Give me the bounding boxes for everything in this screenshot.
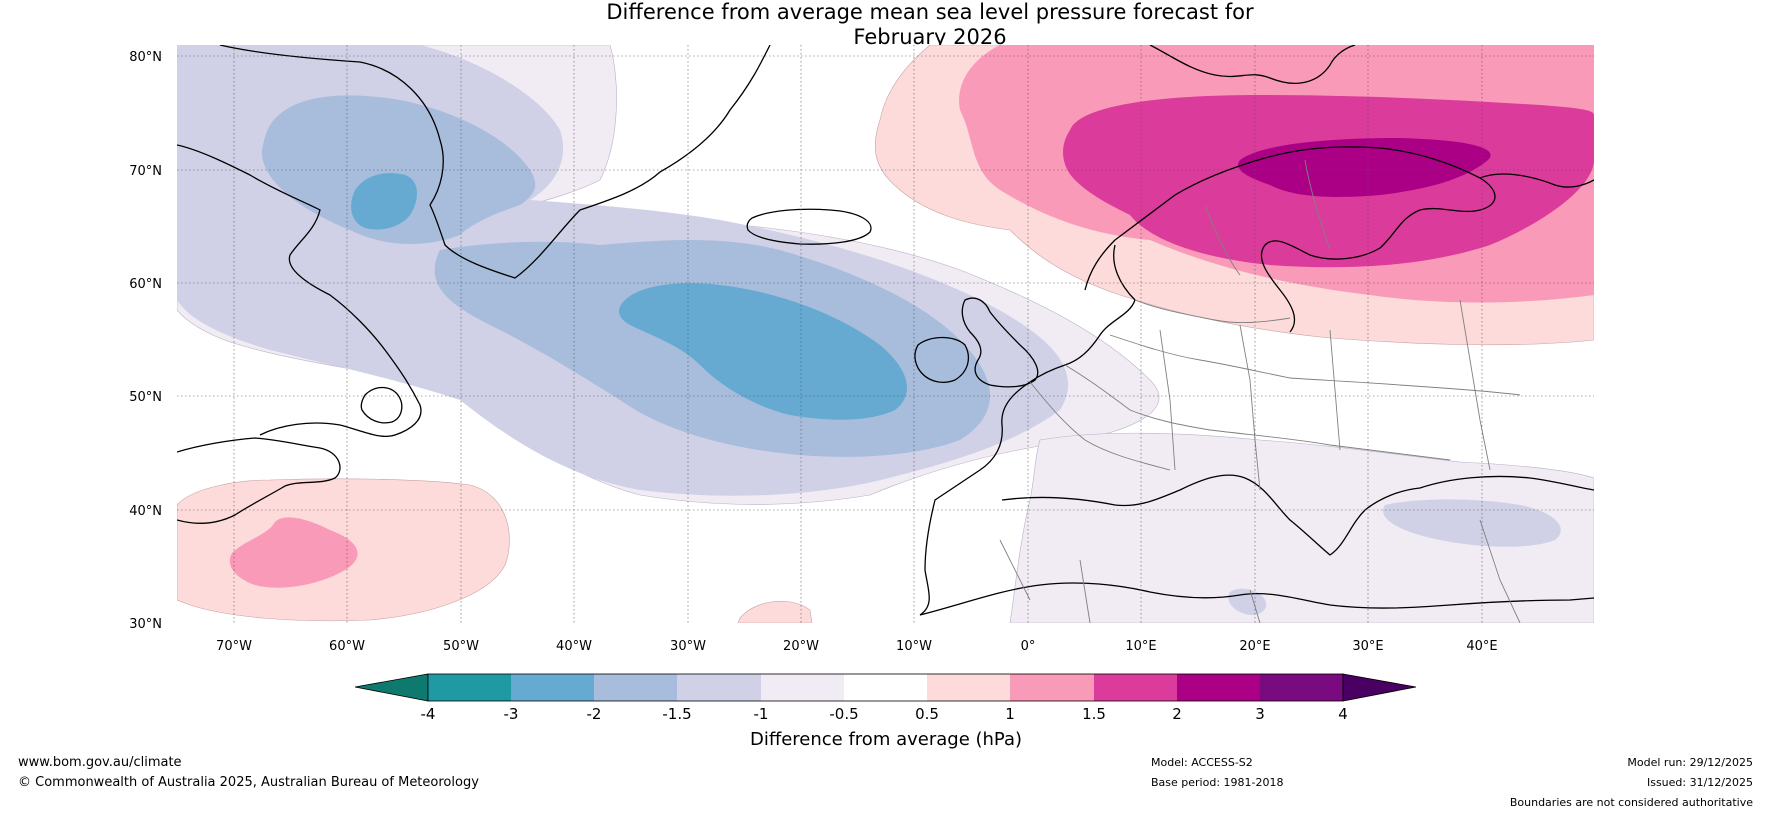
- footer-copyright: © Commonwealth of Australia 2025, Austra…: [18, 775, 479, 790]
- coast-europe-west: [919, 244, 1136, 616]
- coast-greenland: [219, 45, 771, 279]
- coast-baffin-labrador: [177, 144, 422, 437]
- footer-disclaimer: Boundaries are not considered authoritat…: [1509, 796, 1753, 809]
- border-12: [1079, 559, 1091, 623]
- border-5: [1159, 329, 1176, 471]
- colorbar: -4 -3 -2 -1.5 -1 -0.5 0.5 1 1.5 2 3 4 Di…: [354, 673, 1417, 750]
- lon-label-10w: 10°W: [896, 639, 932, 654]
- coast-mediterranean-north: [1001, 474, 1421, 556]
- border-9: [1209, 429, 1451, 461]
- contour-pos-0.5-patch: [737, 600, 813, 623]
- colorbar-seg-3: [594, 674, 677, 701]
- lon-label-60w: 60°W: [329, 639, 365, 654]
- border-4: [1029, 381, 1171, 471]
- lat-label-70: 70°N: [129, 164, 162, 179]
- colorbar-seg-10: [1177, 674, 1260, 701]
- gridlines: [177, 45, 1594, 623]
- country-borders: [999, 159, 1521, 623]
- border-7: [1329, 329, 1341, 451]
- anomaly-field: [177, 45, 1594, 623]
- colorbar-tick-5: -1: [754, 705, 769, 723]
- footer-issued: Issued: 31/12/2025: [1646, 776, 1753, 789]
- colorbar-tick-7: 0.5: [915, 705, 939, 723]
- lon-label-40e: 40°E: [1466, 639, 1497, 654]
- colorbar-extend-low: [354, 673, 429, 702]
- coastlines: [177, 45, 1594, 616]
- coast-scandinavia: [1084, 146, 1496, 333]
- lon-label-20w: 20°W: [783, 639, 819, 654]
- contour-neg-1.5: [261, 95, 536, 245]
- contour-neg-2: [351, 173, 417, 230]
- lat-label-60: 60°N: [129, 277, 162, 292]
- lon-label-70w: 70°W: [216, 639, 252, 654]
- colorbar-extend-high: [1342, 673, 1417, 702]
- title-line-1: Difference from average mean sea level p…: [606, 0, 1254, 24]
- coast-turkey: [1419, 475, 1594, 491]
- footer-website: www.bom.gov.au/climate: [18, 755, 182, 770]
- lat-label-80: 80°N: [129, 50, 162, 65]
- colorbar-tick-3: -2: [587, 705, 602, 723]
- coast-north-africa: [919, 582, 1594, 616]
- coast-arctic-islands: [1149, 45, 1356, 84]
- border-6: [1239, 324, 1261, 491]
- coast-great-britain: [961, 297, 1039, 388]
- contour-neg-1-east: [1383, 499, 1561, 547]
- lon-label-50w: 50°W: [443, 639, 479, 654]
- border-14: [1479, 519, 1521, 623]
- contour-neg-2-atlantic: [618, 283, 907, 420]
- coast-newfoundland: [360, 386, 403, 424]
- colorbar-seg-8: [1010, 674, 1094, 701]
- colorbar-seg-5: [761, 674, 844, 701]
- border-8: [1289, 377, 1521, 396]
- coast-north-america: [177, 437, 341, 524]
- colorbar-tick-12: 4: [1338, 705, 1348, 723]
- colorbar-seg-7: [927, 674, 1010, 701]
- lon-label-30e: 30°E: [1352, 639, 1383, 654]
- lon-label-20e: 20°E: [1239, 639, 1270, 654]
- footer-base-period: Base period: 1981-2018: [1151, 776, 1284, 789]
- colorbar-title: Difference from average (hPa): [750, 729, 1022, 750]
- lon-label-30w: 30°W: [670, 639, 706, 654]
- colorbar-tick-10: 2: [1172, 705, 1182, 723]
- colorbar-seg-11: [1260, 674, 1343, 701]
- colorbar-frame: [427, 673, 1344, 702]
- colorbar-tick-2: -3: [504, 705, 519, 723]
- border-1: [1134, 299, 1291, 324]
- colorbar-tick-6: -0.5: [829, 705, 858, 723]
- colorbar-seg-6: [844, 674, 927, 701]
- colorbar-tick-9: 1.5: [1082, 705, 1106, 723]
- lon-label-10e: 10°E: [1125, 639, 1156, 654]
- coast-ireland: [914, 336, 969, 383]
- lon-label-0: 0°: [1021, 639, 1036, 654]
- contour-pos-1-south: [229, 517, 358, 588]
- footer-model-run: Model run: 29/12/2025: [1627, 756, 1753, 769]
- colorbar-seg-2: [511, 674, 594, 701]
- lat-axis: 80°N 70°N 60°N 50°N 40°N 30°N: [129, 50, 162, 632]
- border-3: [1064, 364, 1211, 431]
- border-16: [1304, 159, 1331, 251]
- border-15: [1204, 204, 1241, 276]
- chart-title: Difference from average mean sea level p…: [0, 0, 1770, 50]
- colorbar-seg-4: [677, 674, 761, 701]
- coast-iceland: [746, 208, 872, 245]
- coast-russia-north: [1479, 173, 1594, 188]
- lat-label-50: 50°N: [129, 390, 162, 405]
- colorbar-tick-1: -4: [421, 705, 436, 723]
- border-2: [1109, 334, 1291, 379]
- border-10: [1459, 299, 1491, 471]
- colorbar-ticks: -4 -3 -2 -1.5 -1 -0.5 0.5 1 1.5 2 3 4: [421, 705, 1348, 723]
- colorbar-tick-4: -1.5: [662, 705, 691, 723]
- lat-label-30: 30°N: [129, 617, 162, 632]
- lat-label-40: 40°N: [129, 504, 162, 519]
- colorbar-seg-1: [428, 674, 511, 701]
- border-11: [999, 539, 1031, 601]
- lon-label-40w: 40°W: [556, 639, 592, 654]
- lon-axis: 70°W 60°W 50°W 40°W 30°W 20°W 10°W 0° 10…: [216, 639, 1498, 654]
- contour-pos-2: [1238, 138, 1491, 197]
- colorbar-seg-9: [1094, 674, 1177, 701]
- colorbar-tick-8: 1: [1005, 705, 1015, 723]
- colorbar-tick-11: 3: [1255, 705, 1265, 723]
- footer-model: Model: ACCESS-S2: [1151, 756, 1253, 769]
